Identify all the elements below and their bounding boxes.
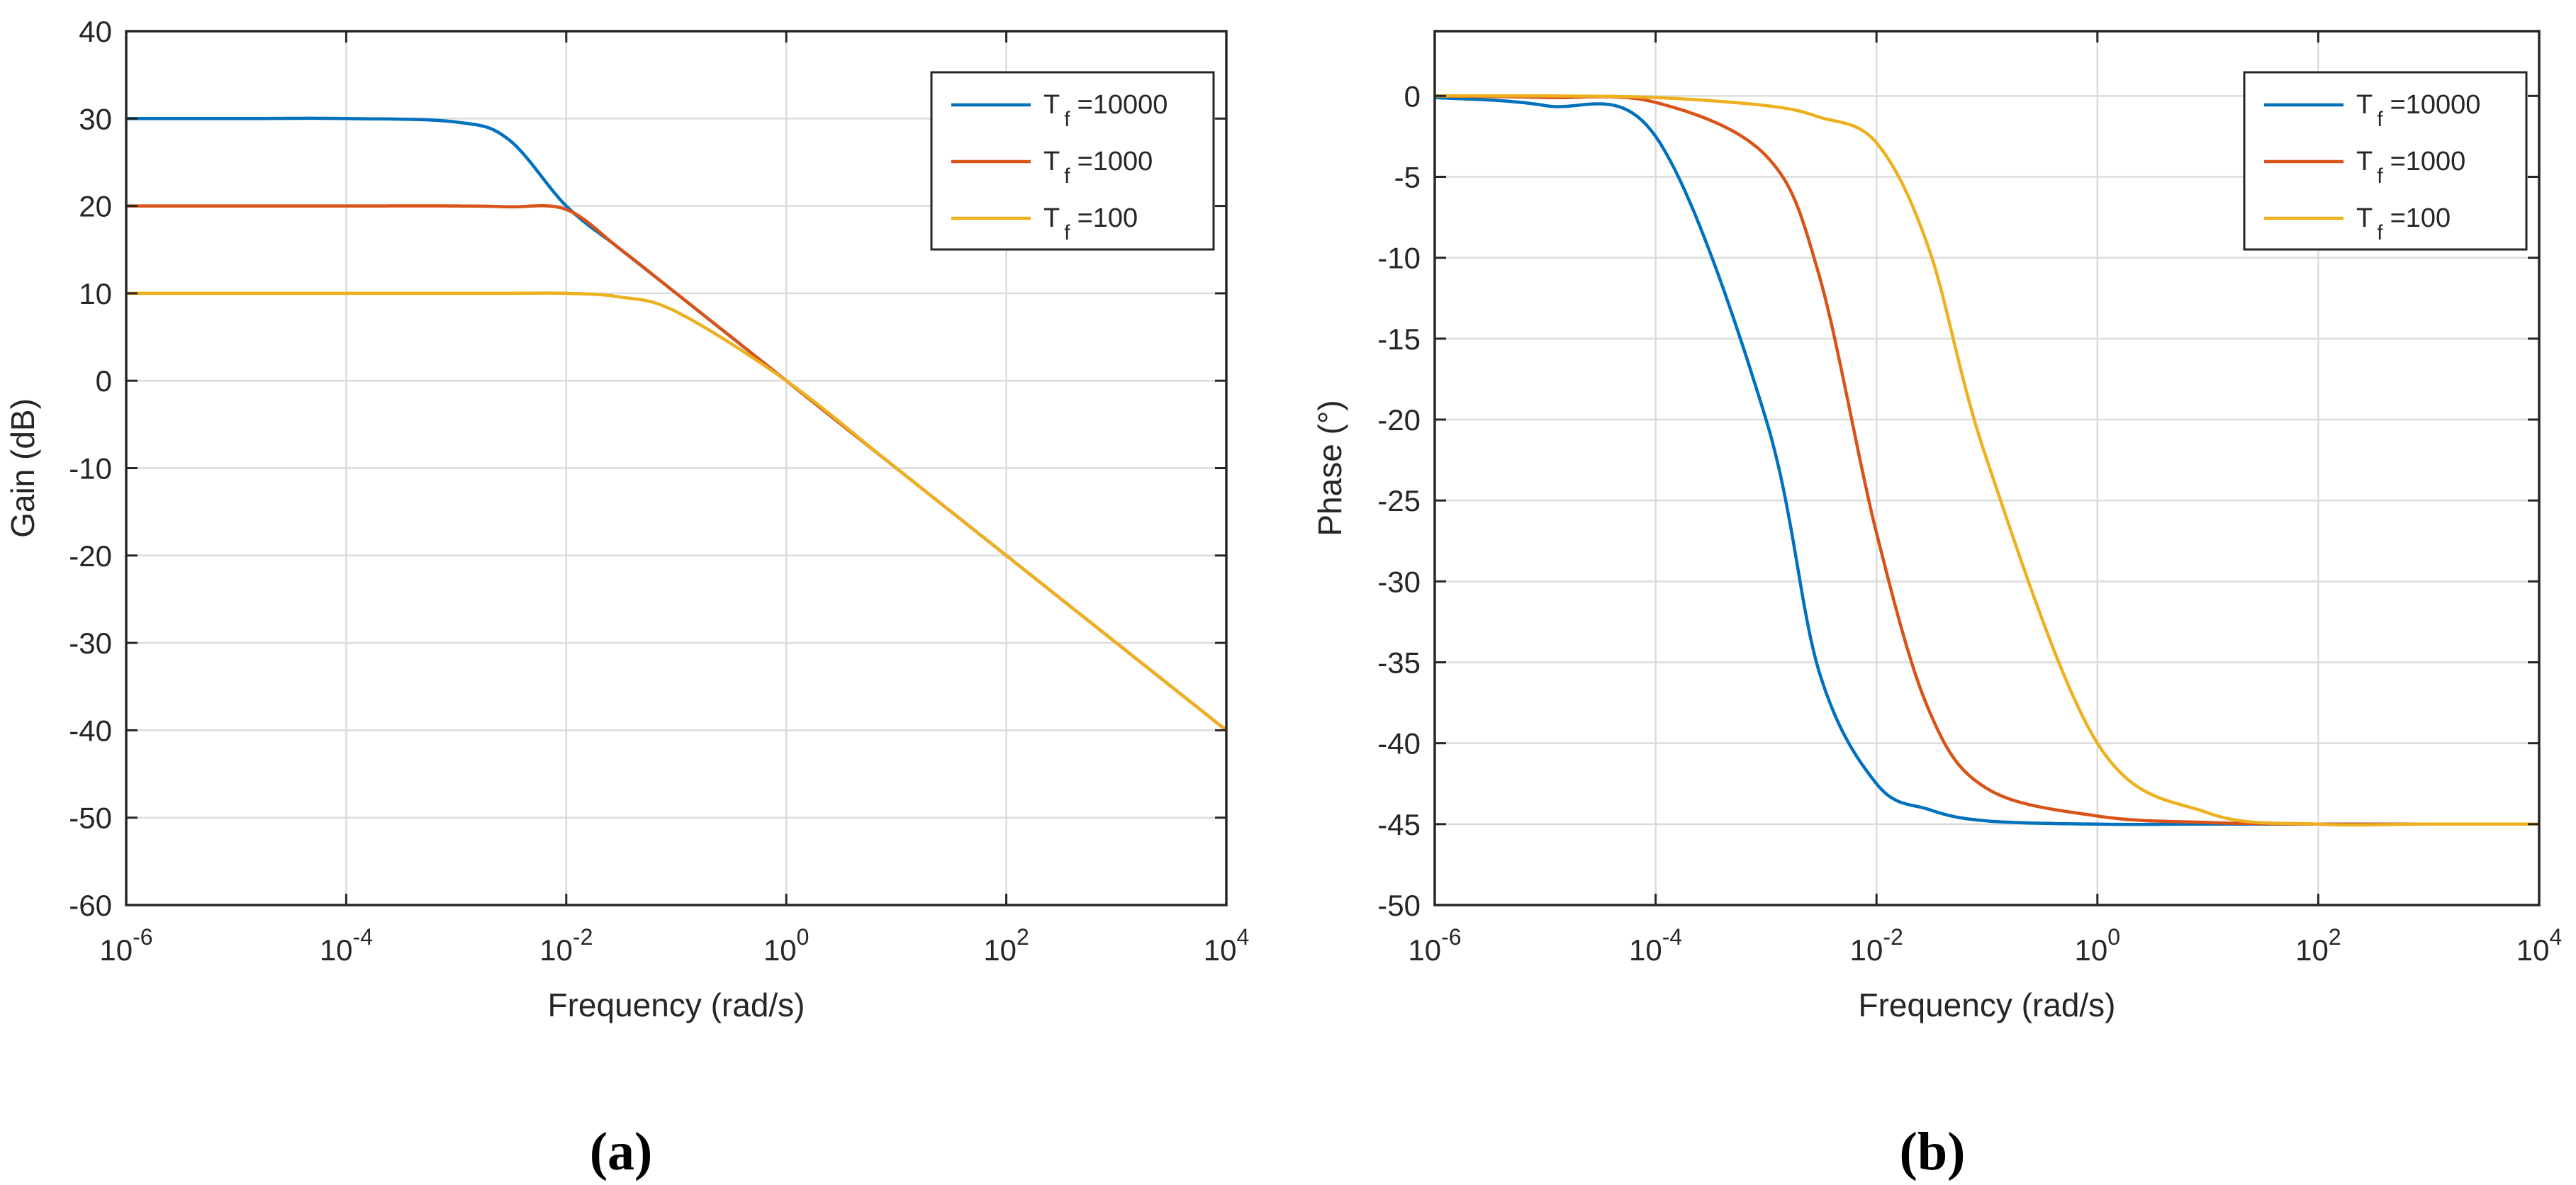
legend-name-main: T bbox=[2356, 203, 2373, 233]
y-tick-label: -35 bbox=[1377, 646, 1421, 680]
x-tick-label: 10-4 bbox=[1629, 924, 1682, 967]
x-tick-base: 10 bbox=[2295, 933, 2329, 967]
y-tick-label: -30 bbox=[1377, 565, 1421, 598]
y-axis-label: Gain (dB) bbox=[4, 398, 41, 538]
y-tick-label: 40 bbox=[79, 15, 112, 48]
x-tick-base: 10 bbox=[1850, 933, 1883, 967]
legend-name-rest: =1000 bbox=[2390, 147, 2466, 176]
x-tick-exponent: 2 bbox=[1017, 924, 1029, 950]
y-tick-label: 20 bbox=[79, 190, 112, 223]
legend-name-sub: f bbox=[1064, 108, 1070, 131]
series-line-tf-100 bbox=[1435, 94, 2539, 827]
y-tick-label: -20 bbox=[1377, 403, 1421, 437]
y-tick-label: -10 bbox=[1377, 242, 1421, 275]
y-tick-label: -15 bbox=[1377, 322, 1421, 356]
y-tick-label: -25 bbox=[1377, 484, 1421, 517]
series-line-tf-100 bbox=[126, 291, 1228, 732]
legend-name-rest: =100 bbox=[2390, 203, 2451, 233]
legend-name-main: T bbox=[2356, 90, 2373, 120]
x-tick-exponent: 0 bbox=[2107, 924, 2120, 950]
x-axis-label: Frequency (rad/s) bbox=[1858, 987, 2115, 1023]
y-tick-label: -40 bbox=[69, 714, 112, 747]
x-tick-label: 10-2 bbox=[1850, 924, 1903, 967]
y-tick-label: 10 bbox=[79, 277, 112, 310]
y-tick-label: -5 bbox=[1394, 161, 1421, 194]
y-tick-label: 0 bbox=[1404, 79, 1421, 113]
x-tick-exponent: -2 bbox=[573, 924, 593, 950]
x-tick-base: 10 bbox=[1629, 933, 1662, 967]
panel-b-phase-chart: 10-6 10-4 10-2 100 102 1040-5-10-15-20-25-30-… bbox=[1311, 30, 2563, 1181]
x-tick-exponent: -4 bbox=[353, 924, 373, 950]
x-tick-label: 102 bbox=[983, 924, 1029, 967]
x-tick-label: 104 bbox=[1204, 924, 1250, 967]
legend-name-rest: =10000 bbox=[1077, 90, 1168, 120]
x-tick-base: 10 bbox=[763, 933, 797, 967]
legend-name-sub: f bbox=[2377, 164, 2383, 188]
x-tick-base: 10 bbox=[2516, 933, 2550, 967]
x-tick-base: 10 bbox=[2075, 933, 2108, 967]
x-tick-label: 10-2 bbox=[539, 924, 593, 967]
x-tick-base: 10 bbox=[1408, 933, 1441, 967]
x-tick-base: 10 bbox=[320, 933, 353, 967]
y-tick-label: -50 bbox=[1377, 889, 1421, 922]
legend-name-rest: =10000 bbox=[2390, 90, 2481, 120]
x-tick-exponent: -4 bbox=[1662, 924, 1682, 950]
y-tick-label: -20 bbox=[69, 539, 112, 573]
x-tick-base: 10 bbox=[99, 933, 133, 967]
legend-name-main: T bbox=[1043, 90, 1060, 120]
x-tick-base: 10 bbox=[1204, 933, 1237, 967]
x-tick-label: 104 bbox=[2516, 924, 2563, 967]
x-tick-exponent: -6 bbox=[133, 924, 152, 950]
y-tick-label: -10 bbox=[69, 452, 112, 485]
x-tick-label: 10-4 bbox=[320, 924, 373, 967]
y-tick-label: -30 bbox=[69, 627, 112, 660]
panel-label: (b) bbox=[1900, 1122, 1966, 1181]
legend-name-sub: f bbox=[2377, 108, 2383, 131]
x-tick-exponent: 2 bbox=[2329, 924, 2341, 950]
y-tick-label: -45 bbox=[1377, 808, 1421, 841]
axes-box bbox=[1433, 30, 2541, 906]
legend-name-sub: f bbox=[2377, 221, 2383, 245]
x-tick-label: 100 bbox=[2075, 924, 2121, 967]
y-axis-label: Phase (°) bbox=[1311, 400, 1348, 536]
x-tick-base: 10 bbox=[539, 933, 573, 967]
legend-name-rest: =100 bbox=[1077, 203, 1138, 233]
y-tick-label: -60 bbox=[69, 889, 112, 922]
panel-a-gain-chart: 10-6 10-4 10-2 100 102 104403020100-10-20-30-… bbox=[4, 15, 1249, 1181]
legend-name-main: T bbox=[1043, 147, 1060, 176]
x-tick-label: 100 bbox=[763, 924, 810, 967]
panel-label: (a) bbox=[590, 1122, 653, 1181]
legend-name-rest: =1000 bbox=[1077, 147, 1153, 176]
y-tick-label: -50 bbox=[69, 802, 112, 835]
x-tick-exponent: -6 bbox=[1441, 924, 1461, 950]
y-tick-label: -40 bbox=[1377, 727, 1421, 760]
x-tick-exponent: 4 bbox=[2549, 924, 2562, 950]
x-tick-label: 10-6 bbox=[99, 924, 152, 967]
x-tick-exponent: -2 bbox=[1883, 924, 1903, 950]
x-tick-base: 10 bbox=[983, 933, 1017, 967]
x-tick-exponent: 0 bbox=[797, 924, 810, 950]
x-tick-label: 102 bbox=[2295, 924, 2341, 967]
legend-name-main: T bbox=[2356, 147, 2373, 176]
y-tick-label: 0 bbox=[96, 364, 112, 398]
legend-name-main: T bbox=[1043, 203, 1060, 233]
x-axis-label: Frequency (rad/s) bbox=[547, 987, 805, 1023]
x-tick-label: 10-6 bbox=[1408, 924, 1461, 967]
y-tick-label: 30 bbox=[79, 102, 112, 135]
legend-name-sub: f bbox=[1064, 164, 1070, 188]
x-tick-exponent: 4 bbox=[1236, 924, 1249, 950]
legend-name-sub: f bbox=[1064, 221, 1070, 245]
